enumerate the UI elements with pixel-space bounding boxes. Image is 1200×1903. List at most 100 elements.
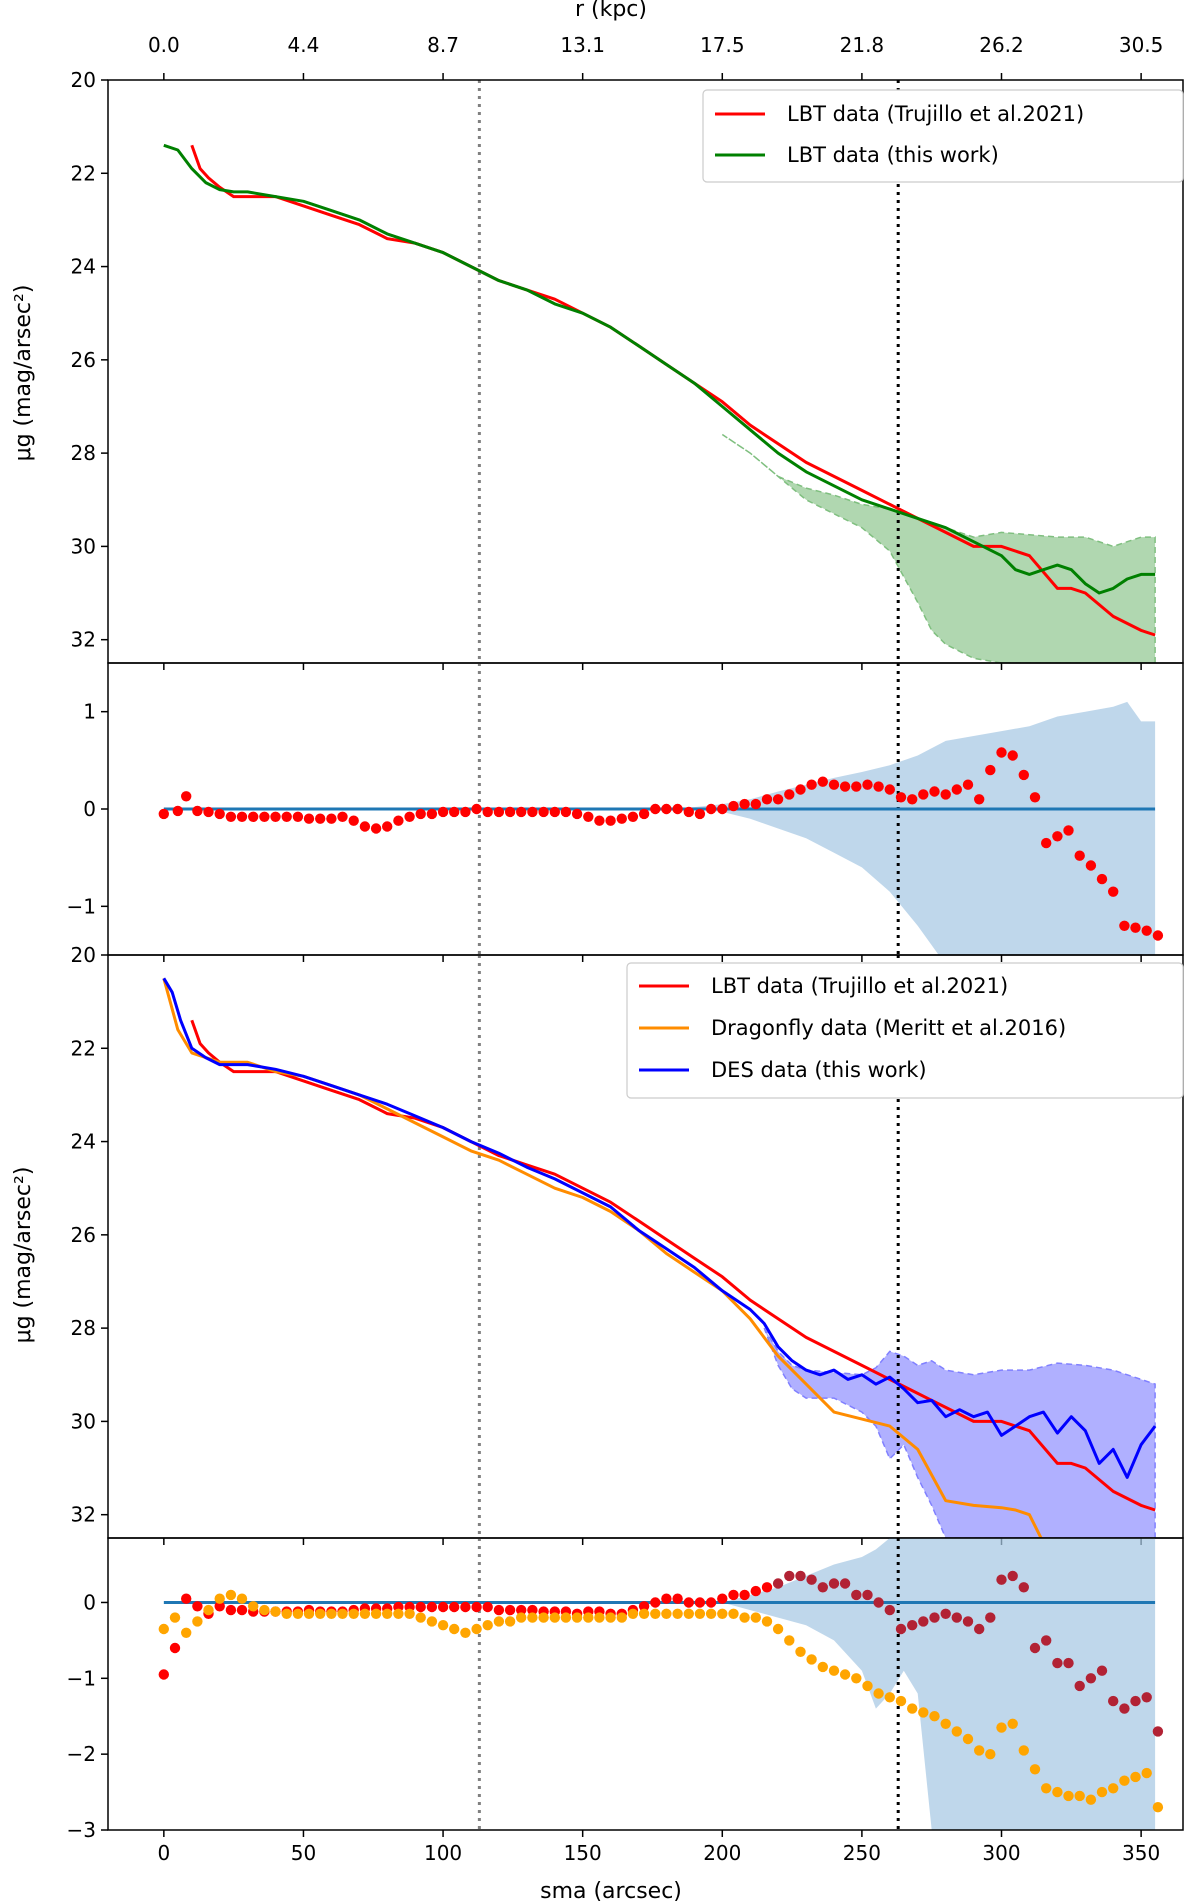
p4-xtick-label-6: 300 — [982, 1841, 1020, 1865]
panel-profile-lbt-ylabel: μg (mag/arsec²) — [11, 285, 36, 462]
p2-point-residuals-3 — [192, 805, 203, 817]
p4-point-dragonfly-residuals-2 — [181, 1627, 192, 1639]
p4-point-des-residuals-outer-0 — [772, 1578, 784, 1589]
p4-point-dragonfly-residuals-39 — [594, 1612, 605, 1623]
p4-point-des-residuals-outer-12 — [907, 1620, 918, 1631]
panel-profile-lbt: μg (mag/arsec²) 20 22 24 26 28 30 32 — [11, 68, 1184, 670]
p2-point-residuals-18 — [359, 821, 371, 832]
p4-point-des-residuals-24 — [426, 1601, 438, 1613]
p4-point-dragonfly-residuals-60 — [828, 1665, 840, 1676]
top-tick-label-2: 8.7 — [427, 33, 459, 57]
p2-point-residuals-62 — [851, 781, 862, 792]
top-tick-label-1: 4.4 — [288, 33, 320, 57]
p4-point-des-residuals-27 — [460, 1601, 471, 1613]
p2-point-residuals-81 — [1063, 825, 1074, 836]
p2-point-residuals-46 — [672, 803, 683, 815]
p2-point-residuals-12 — [292, 811, 304, 822]
p4-xtick-label-4: 200 — [703, 1841, 741, 1865]
p4-point-des-residuals-outer-19 — [985, 1612, 996, 1623]
p4-point-des-residuals-outer-21 — [1007, 1570, 1018, 1582]
p2-point-residuals-78 — [1029, 792, 1041, 803]
p2-point-residuals-71 — [951, 784, 962, 795]
p4-point-dragonfly-residuals-55 — [772, 1623, 784, 1635]
p4-point-dragonfly-residuals-33 — [527, 1612, 538, 1623]
p4-point-dragonfly-residuals-7 — [236, 1593, 248, 1604]
p4-point-dragonfly-residuals-84 — [1096, 1786, 1108, 1798]
p2-point-residuals-25 — [437, 806, 449, 818]
p4-ytick-label-3: −3 — [67, 1818, 96, 1842]
p2-point-residuals-51 — [728, 800, 739, 812]
p4-point-dragonfly-residuals-87 — [1130, 1771, 1141, 1783]
p4-point-des-residuals-43 — [638, 1601, 650, 1612]
p2-point-residuals-35 — [549, 806, 560, 818]
p2-point-residuals-38 — [583, 811, 594, 822]
p4-point-des-residuals-28 — [471, 1601, 482, 1613]
p4-point-des-residuals-outer-13 — [918, 1616, 929, 1627]
p3-plot-area — [162, 955, 1157, 1538]
p4-xtick-label-5: 250 — [843, 1841, 881, 1865]
p4-point-dragonfly-residuals-67 — [907, 1703, 918, 1714]
p4-point-dragonfly-residuals-58 — [806, 1654, 817, 1665]
p4-point-dragonfly-residuals-35 — [549, 1612, 560, 1623]
p4-point-des-residuals-outer-9 — [873, 1597, 884, 1608]
top-tick-label-4: 17.5 — [700, 33, 745, 57]
p4-point-dragonfly-residuals-72 — [962, 1733, 974, 1745]
p4-point-des-residuals-outer-6 — [839, 1578, 851, 1589]
p2-point-residuals-5 — [214, 808, 225, 820]
p4-x-ticks: 0 50 100 150 200 250 300 350 — [157, 1830, 1160, 1865]
p4-point-des-residuals-51 — [728, 1589, 739, 1601]
p2-point-residuals-29 — [482, 806, 493, 818]
top-tick-label-7: 30.5 — [1119, 33, 1164, 57]
p2-point-residuals-57 — [795, 784, 806, 795]
p4-point-des-residuals-48 — [694, 1597, 706, 1608]
p4-point-dragonfly-residuals-37 — [571, 1612, 583, 1623]
legend-top-label-this-work: LBT data (this work) — [787, 143, 999, 167]
legend-top-label-trujillo: LBT data (Trujillo et al.2021) — [787, 102, 1084, 126]
p4-point-dragonfly-residuals-23 — [415, 1612, 426, 1623]
p3-series-dragonfly-data-meritt-et-al-2016 — [162, 977, 1043, 1538]
p3-ytick-label-4: 28 — [71, 1316, 96, 1340]
p2-point-residuals-89 — [1152, 930, 1164, 941]
p4-point-dragonfly-residuals-66 — [895, 1695, 907, 1707]
p4-point-dragonfly-residuals-59 — [817, 1661, 828, 1673]
p4-point-des-residuals-30 — [493, 1604, 505, 1616]
p2-point-residuals-74 — [985, 764, 996, 776]
p4-point-dragonfly-residuals-1 — [169, 1612, 181, 1623]
p2-point-residuals-65 — [884, 784, 895, 795]
p4-point-dragonfly-residuals-69 — [929, 1711, 940, 1722]
p4-point-dragonfly-residuals-6 — [225, 1589, 237, 1601]
p2-point-residuals-41 — [616, 813, 627, 824]
p4-point-des-residuals-outer-2 — [795, 1570, 806, 1582]
p2-point-residuals-11 — [281, 811, 292, 822]
p2-point-residuals-73 — [974, 794, 985, 805]
p2-point-residuals-31 — [504, 806, 516, 818]
p2-point-residuals-66 — [895, 792, 907, 803]
p4-point-dragonfly-residuals-88 — [1141, 1767, 1152, 1779]
p2-point-residuals-23 — [415, 808, 426, 820]
p4-point-dragonfly-residuals-3 — [192, 1616, 203, 1627]
p4-point-dragonfly-residuals-17 — [348, 1608, 359, 1620]
p4-point-dragonfly-residuals-22 — [404, 1608, 415, 1620]
p4-series-des-residuals-outer — [772, 1570, 1164, 1737]
p4-point-dragonfly-residuals-57 — [795, 1646, 806, 1658]
p4-point-dragonfly-residuals-13 — [303, 1608, 315, 1620]
legend-top: LBT data (Trujillo et al.2021) LBT data … — [702, 89, 1184, 183]
panel-profile-des: μg (mag/arsec²) 20 22 24 26 28 30 32 — [11, 943, 1184, 1545]
p4-point-dragonfly-residuals-14 — [315, 1608, 326, 1620]
p1-series-lbt-data-this-work — [163, 143, 1156, 595]
p2-point-residuals-61 — [839, 781, 851, 792]
p4-point-des-residuals-outer-20 — [996, 1574, 1007, 1585]
p4-point-des-residuals-26 — [449, 1601, 460, 1613]
p2-ytick-label-2: −1 — [67, 894, 96, 918]
p4-point-des-residuals-outer-10 — [884, 1604, 895, 1616]
p4-point-dragonfly-residuals-51 — [728, 1608, 739, 1620]
p4-point-dragonfly-residuals-76 — [1007, 1718, 1018, 1730]
p2-point-residuals-20 — [382, 821, 393, 832]
p4-point-dragonfly-residuals-48 — [694, 1608, 706, 1620]
p2-point-residuals-32 — [516, 806, 527, 818]
p4-point-dragonfly-residuals-32 — [516, 1612, 527, 1623]
p4-point-des-residuals-outer-22 — [1018, 1582, 1029, 1593]
p4-point-des-residuals-outer-29 — [1096, 1665, 1108, 1676]
p4-point-dragonfly-residuals-16 — [337, 1608, 348, 1620]
p2-point-residuals-69 — [929, 786, 940, 797]
